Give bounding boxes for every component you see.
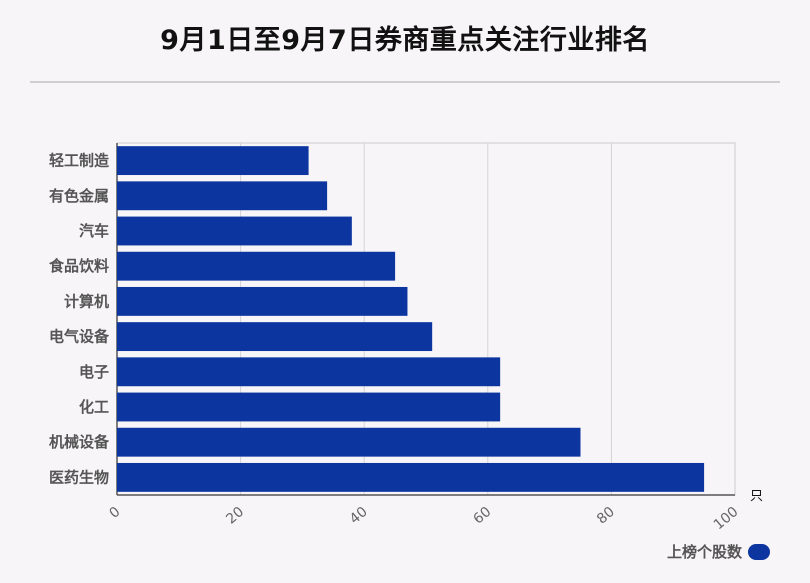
y-category-label: 医药生物 — [49, 468, 109, 486]
title-divider — [30, 81, 780, 83]
x-tick-label: 20 — [223, 504, 247, 528]
y-category-label: 汽车 — [79, 222, 109, 240]
y-category-label: 化工 — [79, 398, 109, 416]
bar — [117, 216, 352, 246]
bar — [117, 286, 408, 316]
y-category-label: 轻工制造 — [49, 152, 109, 170]
x-tick-label: 100 — [711, 504, 742, 533]
y-category-label: 计算机 — [64, 292, 109, 310]
bar — [117, 427, 581, 457]
y-category-label: 电子 — [79, 363, 109, 381]
y-category-label: 有色金属 — [49, 187, 109, 205]
x-tick-label: 40 — [347, 504, 371, 528]
legend-swatch — [748, 543, 770, 560]
bar — [117, 146, 309, 176]
bar — [117, 181, 328, 211]
y-category-label: 电气设备 — [49, 328, 110, 346]
bar — [117, 322, 433, 352]
chart-title: 9月1日至9月7日券商重点关注行业排名 — [160, 25, 650, 56]
legend-label: 上榜个股数 — [666, 543, 742, 561]
x-tick-label: 60 — [470, 504, 494, 528]
y-category-label: 食品饮料 — [49, 257, 109, 275]
bar — [117, 251, 396, 281]
bar — [117, 392, 501, 422]
y-category-label: 机械设备 — [49, 433, 110, 451]
bar — [117, 357, 501, 387]
x-unit-label: 只 — [750, 489, 763, 504]
bar — [117, 462, 705, 492]
x-tick-label: 0 — [106, 504, 123, 522]
legend[interactable]: 上榜个股数 — [667, 541, 770, 562]
x-tick-label: 80 — [594, 504, 618, 528]
